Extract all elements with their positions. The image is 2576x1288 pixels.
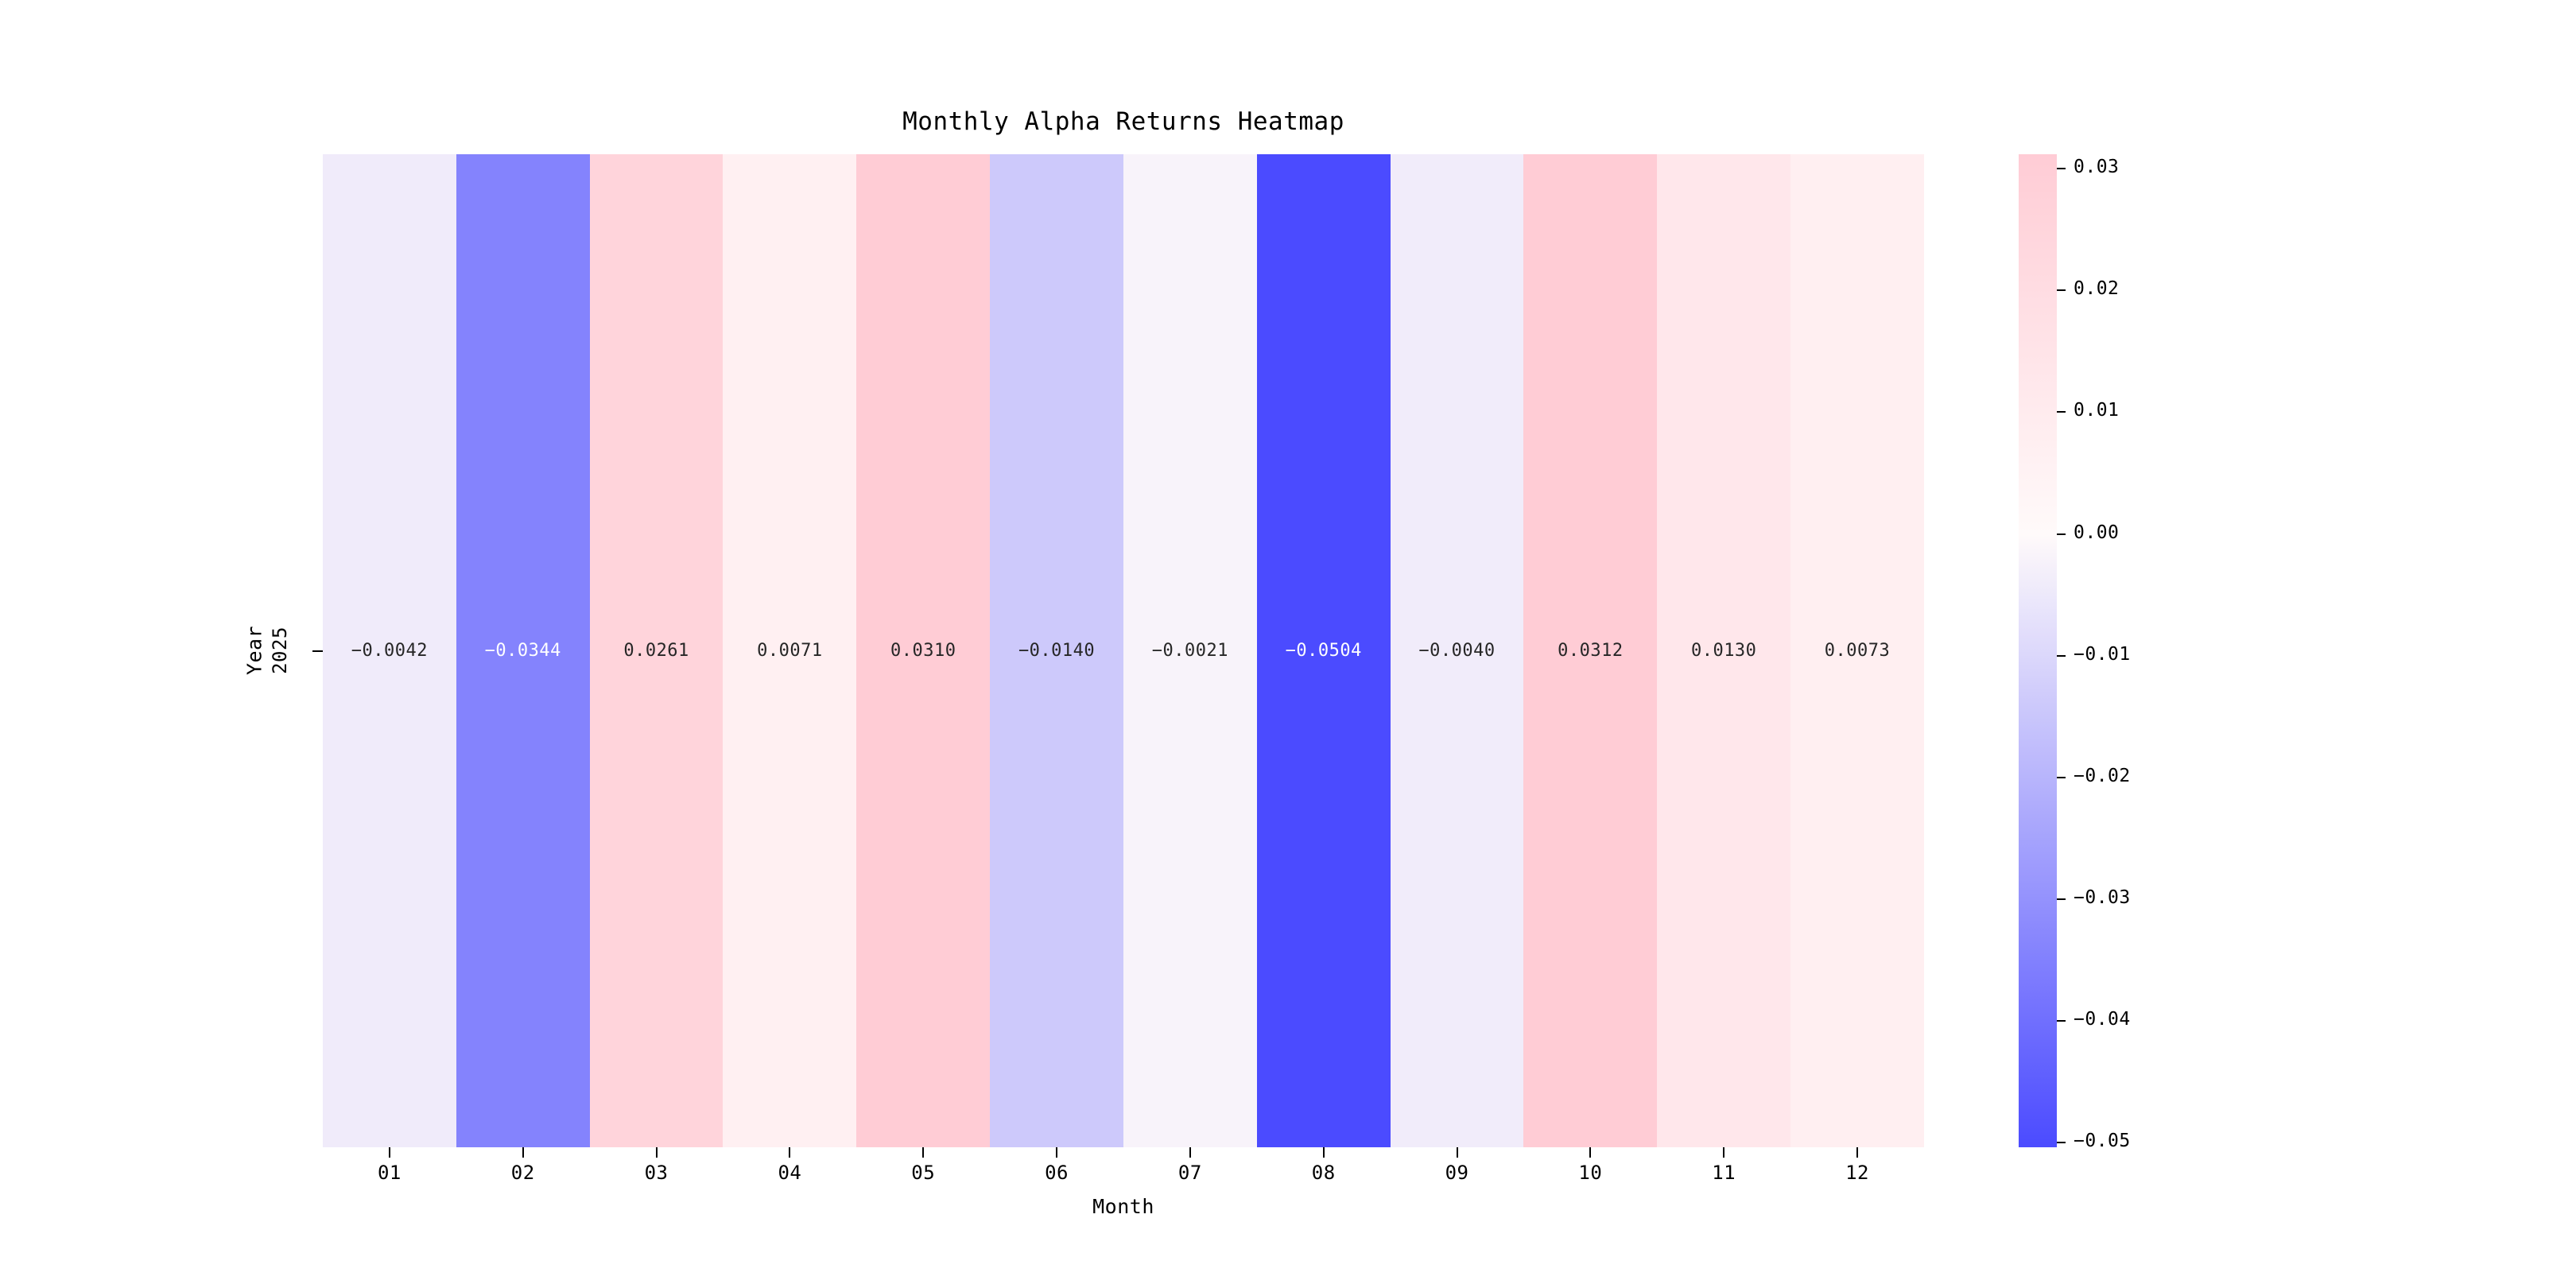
x-axis-tick-label: 01 [377, 1162, 402, 1184]
heatmap-cell: −0.0021 [1123, 154, 1257, 1147]
tick-mark [2057, 533, 2066, 535]
colorbar-tick-label: 0.03 [2074, 157, 2120, 178]
colorbar-tick-label: 0.02 [2074, 278, 2120, 300]
x-axis-tick-label: 07 [1177, 1162, 1202, 1184]
tick-mark [655, 1147, 658, 1158]
tick-mark [2057, 168, 2066, 170]
heatmap-cell: 0.0310 [856, 154, 991, 1147]
heatmap-cell: −0.0040 [1390, 154, 1524, 1147]
x-axis-tick-mark [856, 1147, 990, 1158]
x-axis-tick-mark [323, 1147, 456, 1158]
y-axis-tick-label-text: 2025 [269, 627, 291, 674]
x-axis-tick-mark [590, 1147, 724, 1158]
x-axis-tick-mark [1790, 1147, 1924, 1158]
chart-title: Monthly Alpha Returns Heatmap [902, 107, 1344, 136]
heatmap-cell: −0.0344 [456, 154, 590, 1147]
x-axis-tick-label: 08 [1311, 1162, 1336, 1184]
tick-mark [2057, 289, 2066, 292]
tick-mark [1322, 1147, 1325, 1158]
heatmap-cell-value: −0.0040 [1418, 641, 1496, 661]
tick-mark [2057, 1019, 2066, 1022]
x-axis-tick-label: 06 [1045, 1162, 1069, 1184]
x-axis-tick-label: 09 [1445, 1162, 1469, 1184]
tick-mark [789, 1147, 791, 1158]
heatmap-cell: −0.0140 [990, 154, 1123, 1147]
heatmap-cell: 0.0130 [1657, 154, 1791, 1147]
heatmap-cell-value: 0.0312 [1558, 641, 1624, 661]
heatmap-cell: 0.0261 [589, 154, 724, 1147]
y-axis-tick-mark [312, 650, 323, 652]
heatmap-cell-value: −0.0021 [1151, 641, 1228, 661]
colorbar-tick-label: −0.05 [2074, 1130, 2131, 1151]
colorbar [2019, 154, 2057, 1147]
heatmap-cell-value: 0.0130 [1690, 641, 1757, 661]
x-axis-tick-label: 11 [1712, 1162, 1736, 1184]
heatmap-cell-value: 0.0261 [623, 641, 689, 661]
heatmap-cell-value: −0.0504 [1285, 641, 1362, 661]
heatmap-cell: 0.0073 [1790, 154, 1924, 1147]
tick-mark [522, 1147, 524, 1158]
heatmap-cell: 0.0071 [723, 154, 857, 1147]
heatmap-cell: −0.0042 [323, 154, 456, 1147]
x-axis-tick-label: 12 [1845, 1162, 1869, 1184]
x-axis-tick-mark [1257, 1147, 1391, 1158]
x-axis-tick-mark [1123, 1147, 1257, 1158]
colorbar-tick-label: −0.02 [2074, 765, 2131, 786]
x-axis-tick-label: 03 [644, 1162, 669, 1184]
heatmap-cell-value: 0.0071 [757, 641, 823, 661]
heatmap-cell-value: −0.0140 [1018, 641, 1096, 661]
x-axis-tick-mark [723, 1147, 856, 1158]
tick-mark [2057, 1141, 2066, 1143]
tick-mark [1856, 1147, 1859, 1158]
x-axis-tick-mark [1657, 1147, 1790, 1158]
x-axis-tick-mark [1391, 1147, 1524, 1158]
tick-mark [2057, 776, 2066, 778]
heatmap-cell: −0.0504 [1256, 154, 1391, 1147]
x-axis-tick-mark [456, 1147, 590, 1158]
tick-mark [2057, 898, 2066, 900]
x-axis-tick-mark [990, 1147, 1123, 1158]
x-axis-tick-labels: 01 02 03 04 05 06 07 08 09 10 11 12 [323, 1162, 1924, 1189]
colorbar-tick-label: 0.00 [2074, 522, 2120, 543]
tick-mark [2057, 654, 2066, 657]
heatmap-plot-area: −0.0042 −0.0344 0.0261 0.0071 0.0310 −0.0140 −… [323, 154, 1924, 1147]
tick-mark [1189, 1147, 1191, 1158]
colorbar-tick-labels: 0.03 0.02 0.01 0.00 −0.01 −0.02 −0.03 −0.04 −0.0… [2057, 154, 2168, 1151]
tick-mark [1056, 1147, 1058, 1158]
x-axis-label: Month [1092, 1195, 1154, 1218]
x-axis-tick-label: 04 [778, 1162, 802, 1184]
heatmap-cell-value: 0.0073 [1824, 641, 1891, 661]
x-axis-tick-label: 10 [1578, 1162, 1603, 1184]
tick-mark [2057, 411, 2066, 413]
x-axis-tick-label: 02 [510, 1162, 535, 1184]
tick-mark [1723, 1147, 1725, 1158]
heatmap-cell: 0.0312 [1523, 154, 1658, 1147]
colorbar-tick-label: 0.01 [2074, 400, 2120, 421]
colorbar-tick-label: −0.01 [2074, 643, 2131, 665]
heatmap-cell-value: 0.0310 [890, 641, 956, 661]
colorbar-gradient [2019, 154, 2057, 1147]
x-axis-tick-marks [323, 1147, 1924, 1158]
x-axis-tick-mark [1523, 1147, 1657, 1158]
tick-mark [1456, 1147, 1458, 1158]
y-axis-label-text: Year [242, 625, 266, 676]
heatmap-cell-value: −0.0344 [484, 641, 561, 661]
tick-mark [388, 1147, 390, 1158]
x-axis-tick-label: 05 [911, 1162, 936, 1184]
tick-mark [922, 1147, 925, 1158]
heatmap-cell-value: −0.0042 [351, 641, 429, 661]
colorbar-tick-label: −0.03 [2074, 886, 2131, 908]
colorbar-tick-label: −0.04 [2074, 1008, 2131, 1030]
heatmap-grid: −0.0042 −0.0344 0.0261 0.0071 0.0310 −0.0140 −… [323, 154, 1924, 1147]
tick-mark [1589, 1147, 1592, 1158]
